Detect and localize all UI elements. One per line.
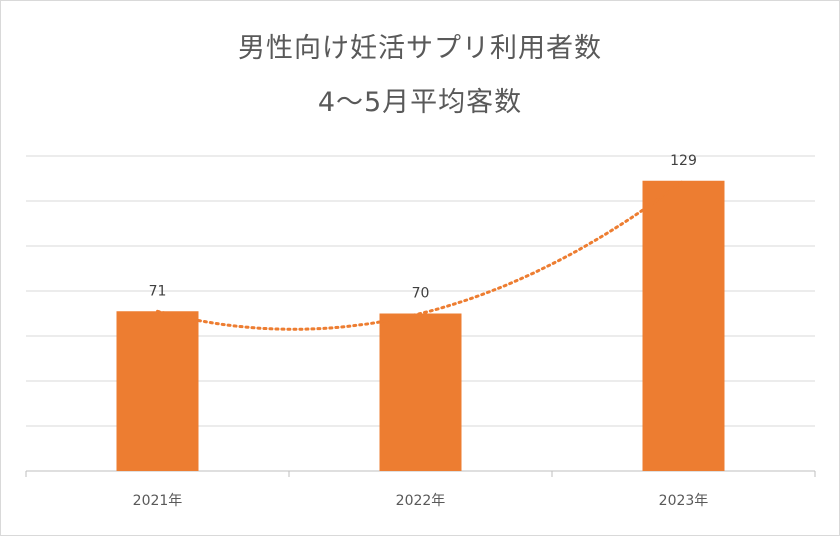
x-tick-label: 2021年	[133, 493, 183, 509]
chart-title: 男性向け妊活サプリ利用者数	[238, 33, 602, 64]
bar-2021年	[116, 311, 199, 471]
x-axis-ticks: 2021年 2022年 2023年	[133, 493, 709, 509]
trendline	[156, 179, 685, 331]
chart-subtitle: 4～5月平均客数	[317, 87, 523, 118]
x-tick-label: 2022年	[396, 493, 446, 509]
x-tick-label: 2023年	[659, 493, 709, 509]
data-label: 70	[412, 286, 430, 302]
trendline-group	[156, 179, 685, 331]
data-label: 129	[670, 153, 697, 169]
data-labels: 71 70 129	[149, 153, 697, 302]
bars	[116, 180, 725, 471]
bar-2022年	[379, 313, 462, 471]
data-label: 71	[149, 283, 167, 299]
bar-2023年	[642, 180, 725, 471]
